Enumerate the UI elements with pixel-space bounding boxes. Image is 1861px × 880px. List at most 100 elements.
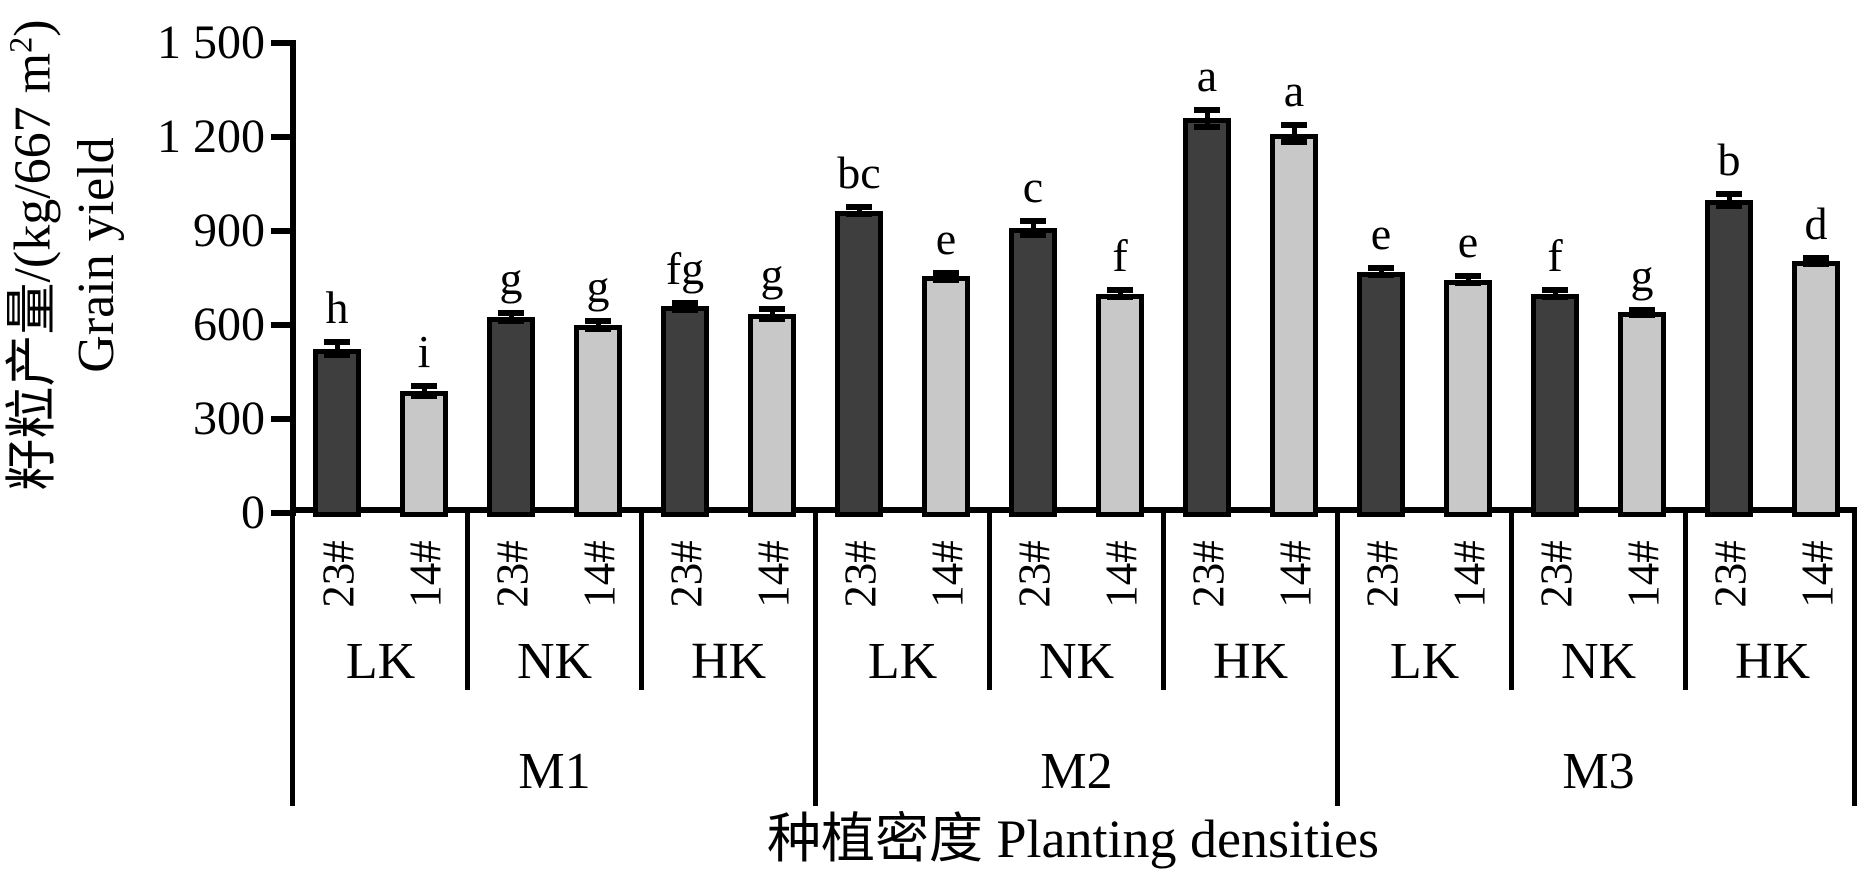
error-bar xyxy=(421,384,427,398)
y-axis-tick xyxy=(271,134,296,140)
category-box-boundary-line xyxy=(1852,513,1857,806)
error-bar-cap-top xyxy=(933,269,959,276)
y-axis-line xyxy=(290,40,296,513)
error-bar xyxy=(1552,288,1558,299)
error-bar-cap-top xyxy=(1020,218,1046,225)
bar xyxy=(661,306,709,517)
bar xyxy=(1357,271,1405,517)
error-bar-cap-top xyxy=(1107,286,1133,293)
significance-letter: bc xyxy=(837,146,881,198)
group-label: M3 xyxy=(1562,743,1635,800)
significance-letter: e xyxy=(1457,215,1479,267)
significance-letter: a xyxy=(1283,65,1305,117)
error-bar-cap-bottom xyxy=(846,211,872,218)
subgroup-separator-line xyxy=(1161,513,1166,690)
error-bar-cap-bottom xyxy=(1107,294,1133,301)
error-bar-cap-bottom xyxy=(1368,272,1394,279)
error-bar-cap-bottom xyxy=(498,317,524,324)
error-bar-cap-top xyxy=(1368,265,1394,272)
subgroup-label: LK xyxy=(1389,633,1460,690)
error-bar-cap-top xyxy=(672,299,698,306)
significance-letter: h xyxy=(325,281,349,333)
error-bar xyxy=(508,312,514,322)
y-axis-tick-label: 600 xyxy=(193,298,265,351)
error-bar-cap-top xyxy=(759,305,785,312)
subgroup-separator-line xyxy=(1683,513,1688,690)
error-bar-cap-bottom xyxy=(1716,202,1742,209)
x-axis-title: 种植密度 Planting densities xyxy=(767,809,1379,869)
error-bar xyxy=(682,301,688,311)
group-separator-line xyxy=(1335,513,1340,806)
error-bar-cap-bottom xyxy=(1542,294,1568,301)
error-bar-cap-bottom xyxy=(1803,260,1829,267)
significance-letter: b xyxy=(1717,133,1741,185)
error-bar xyxy=(334,340,340,357)
error-bar xyxy=(943,271,949,282)
error-bar-cap-top xyxy=(1542,286,1568,293)
y-axis-tick xyxy=(271,322,296,328)
group-separator-line xyxy=(813,513,818,806)
error-bar-cap-bottom xyxy=(1629,312,1655,319)
significance-letter: f xyxy=(1547,229,1563,281)
error-bar xyxy=(595,320,601,330)
significance-letter: g xyxy=(760,248,784,300)
bar xyxy=(1531,293,1579,517)
x-axis-baseline xyxy=(290,507,1857,513)
y-axis-tick-label: 1 200 xyxy=(157,110,265,163)
error-bar-cap-bottom xyxy=(1455,280,1481,287)
error-bar-cap-bottom xyxy=(411,393,437,400)
y-axis-tick xyxy=(271,228,296,234)
error-bar-cap-top xyxy=(498,310,524,317)
significance-letter: i xyxy=(417,325,431,377)
error-bar xyxy=(769,307,775,321)
significance-letter: g xyxy=(586,261,610,313)
significance-letter: c xyxy=(1022,161,1044,213)
bar xyxy=(1270,133,1318,517)
subgroup-label: LK xyxy=(345,633,416,690)
bar xyxy=(1792,260,1840,517)
error-bar-cap-top xyxy=(1281,122,1307,129)
significance-letter: g xyxy=(499,253,523,305)
subgroup-label: NK xyxy=(1560,633,1637,690)
subgroup-separator-line xyxy=(1509,513,1514,690)
significance-letter: a xyxy=(1196,49,1218,101)
error-bar-cap-bottom xyxy=(1281,139,1307,146)
error-bar-cap-top xyxy=(411,382,437,389)
significance-letter: d xyxy=(1804,198,1828,249)
bar xyxy=(1444,279,1492,517)
bar xyxy=(835,210,883,517)
group-label: M1 xyxy=(518,743,591,800)
error-bar-cap-top xyxy=(585,318,611,325)
error-bar-cap-bottom xyxy=(672,306,698,313)
y-axis-tick-label: 0 xyxy=(241,486,265,539)
error-bar-cap-top xyxy=(1455,272,1481,279)
y-axis-tick xyxy=(271,40,296,46)
subgroup-label: LK xyxy=(867,633,938,690)
y-axis-tick-label: 300 xyxy=(193,392,265,445)
subgroup-label: HK xyxy=(690,633,767,690)
error-bar xyxy=(1204,108,1210,128)
error-bar-cap-bottom xyxy=(585,325,611,332)
significance-letter: g xyxy=(1630,249,1654,301)
y-axis-tick-label: 1 500 xyxy=(157,16,265,69)
error-bar xyxy=(856,205,862,216)
significance-letter: e xyxy=(935,212,957,264)
subgroup-label: HK xyxy=(1212,633,1289,690)
subgroup-separator-line xyxy=(987,513,992,690)
significance-letter: fg xyxy=(665,242,705,294)
bar xyxy=(313,348,361,517)
error-bar-cap-bottom xyxy=(933,277,959,284)
error-bar-cap-top xyxy=(1194,106,1220,113)
subgroup-label: NK xyxy=(1038,633,1115,690)
bar xyxy=(922,276,970,517)
error-bar-cap-bottom xyxy=(759,316,785,323)
significance-letter: f xyxy=(1112,229,1128,281)
group-label: M2 xyxy=(1040,743,1113,800)
y-axis-tick-label: 900 xyxy=(193,204,265,257)
error-bar-cap-bottom xyxy=(1020,231,1046,238)
error-bar xyxy=(1117,288,1123,299)
y-axis-tick xyxy=(271,510,296,516)
